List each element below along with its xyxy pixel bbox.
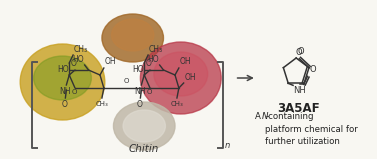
Text: O: O [310, 65, 316, 74]
Text: A: A [255, 112, 264, 121]
Text: HO: HO [72, 55, 84, 64]
Text: N: N [262, 112, 268, 121]
Text: NH: NH [135, 87, 146, 96]
Text: NH: NH [60, 87, 71, 96]
Text: n: n [225, 141, 230, 150]
Text: HO: HO [58, 66, 69, 75]
Text: Chitin: Chitin [129, 144, 159, 154]
Text: HO: HO [147, 55, 159, 64]
Text: O: O [295, 48, 302, 57]
Ellipse shape [113, 102, 175, 150]
Text: O: O [297, 47, 304, 56]
Text: O: O [136, 100, 143, 109]
Text: HO: HO [133, 66, 144, 75]
Ellipse shape [140, 42, 221, 114]
Text: O: O [70, 59, 76, 68]
Text: CH₃: CH₃ [74, 45, 88, 54]
Text: OH: OH [105, 57, 116, 66]
Text: OH: OH [180, 57, 192, 66]
Text: O: O [145, 59, 151, 68]
Ellipse shape [123, 110, 166, 142]
Text: O: O [71, 89, 77, 95]
Ellipse shape [20, 44, 105, 120]
Ellipse shape [34, 56, 91, 100]
Text: NH: NH [293, 86, 306, 95]
Text: CH₃: CH₃ [170, 101, 183, 107]
Text: CH₃: CH₃ [149, 45, 163, 54]
Text: CH₃: CH₃ [95, 101, 108, 107]
Ellipse shape [102, 14, 164, 62]
Text: O: O [61, 100, 67, 109]
Text: O: O [146, 89, 152, 95]
Ellipse shape [154, 52, 208, 96]
Text: 3A5AF: 3A5AF [277, 102, 319, 115]
Text: O: O [123, 78, 129, 84]
Ellipse shape [112, 19, 154, 51]
Text: OH: OH [185, 73, 196, 82]
Text: -containing
platform chemical for
further utilization: -containing platform chemical for furthe… [265, 112, 358, 146]
